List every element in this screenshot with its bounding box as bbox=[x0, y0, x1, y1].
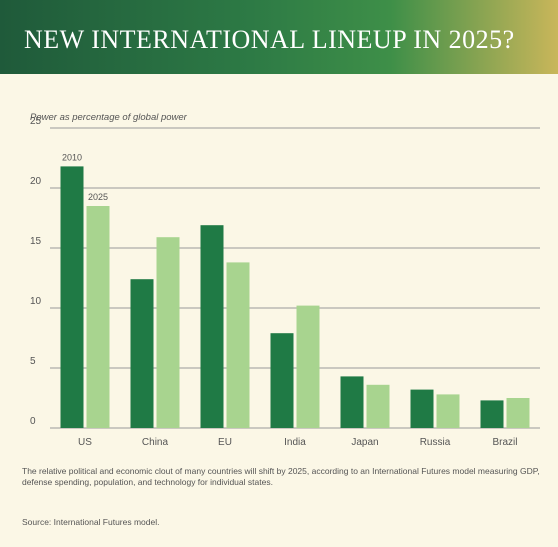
x-tick-label: Russia bbox=[420, 437, 451, 448]
chart-title: NEW INTERNATIONAL LINEUP IN 2025? bbox=[24, 25, 515, 54]
bar-chart: Power as percentage of global power 0 5 10… bbox=[30, 112, 540, 448]
x-tick-label: Japan bbox=[351, 437, 378, 448]
x-tick-label: US bbox=[78, 437, 92, 448]
series-label-2025: 2025 bbox=[88, 192, 108, 202]
bar-2025-japan bbox=[366, 384, 390, 428]
chart-note: The relative political and economic clou… bbox=[22, 466, 540, 487]
bar-2010-brazil bbox=[480, 400, 504, 428]
x-tick-label: China bbox=[142, 437, 169, 448]
bar-2025-us bbox=[86, 206, 110, 428]
y-axis-label: Power as percentage of global power bbox=[30, 112, 188, 123]
x-tick-label: Brazil bbox=[492, 437, 517, 448]
chart-source: Source: International Futures model. bbox=[22, 517, 160, 527]
bar-2010-us bbox=[60, 166, 84, 428]
bar-2025-russia bbox=[436, 394, 460, 428]
y-tick-label: 5 bbox=[30, 356, 36, 367]
y-tick-label: 0 bbox=[30, 416, 36, 427]
bar-2010-russia bbox=[410, 389, 434, 428]
bar-2010-japan bbox=[340, 376, 364, 428]
y-tick-label: 15 bbox=[30, 236, 42, 247]
x-tick-label: India bbox=[284, 437, 306, 448]
bar-2025-brazil bbox=[506, 398, 530, 428]
bar-2010-india bbox=[270, 333, 294, 428]
title-banner: NEW INTERNATIONAL LINEUP IN 2025? bbox=[0, 0, 558, 74]
bar-2010-china bbox=[130, 279, 154, 428]
x-tick-label: EU bbox=[218, 437, 232, 448]
y-tick-label: 10 bbox=[30, 296, 42, 307]
y-tick-label: 20 bbox=[30, 176, 42, 187]
bar-2025-china bbox=[156, 237, 180, 428]
y-tick-label: 25 bbox=[30, 116, 42, 127]
bar-2025-india bbox=[296, 305, 320, 428]
series-label-2010: 2010 bbox=[62, 152, 82, 162]
bar-2025-eu bbox=[226, 262, 250, 428]
bar-2010-eu bbox=[200, 225, 224, 428]
